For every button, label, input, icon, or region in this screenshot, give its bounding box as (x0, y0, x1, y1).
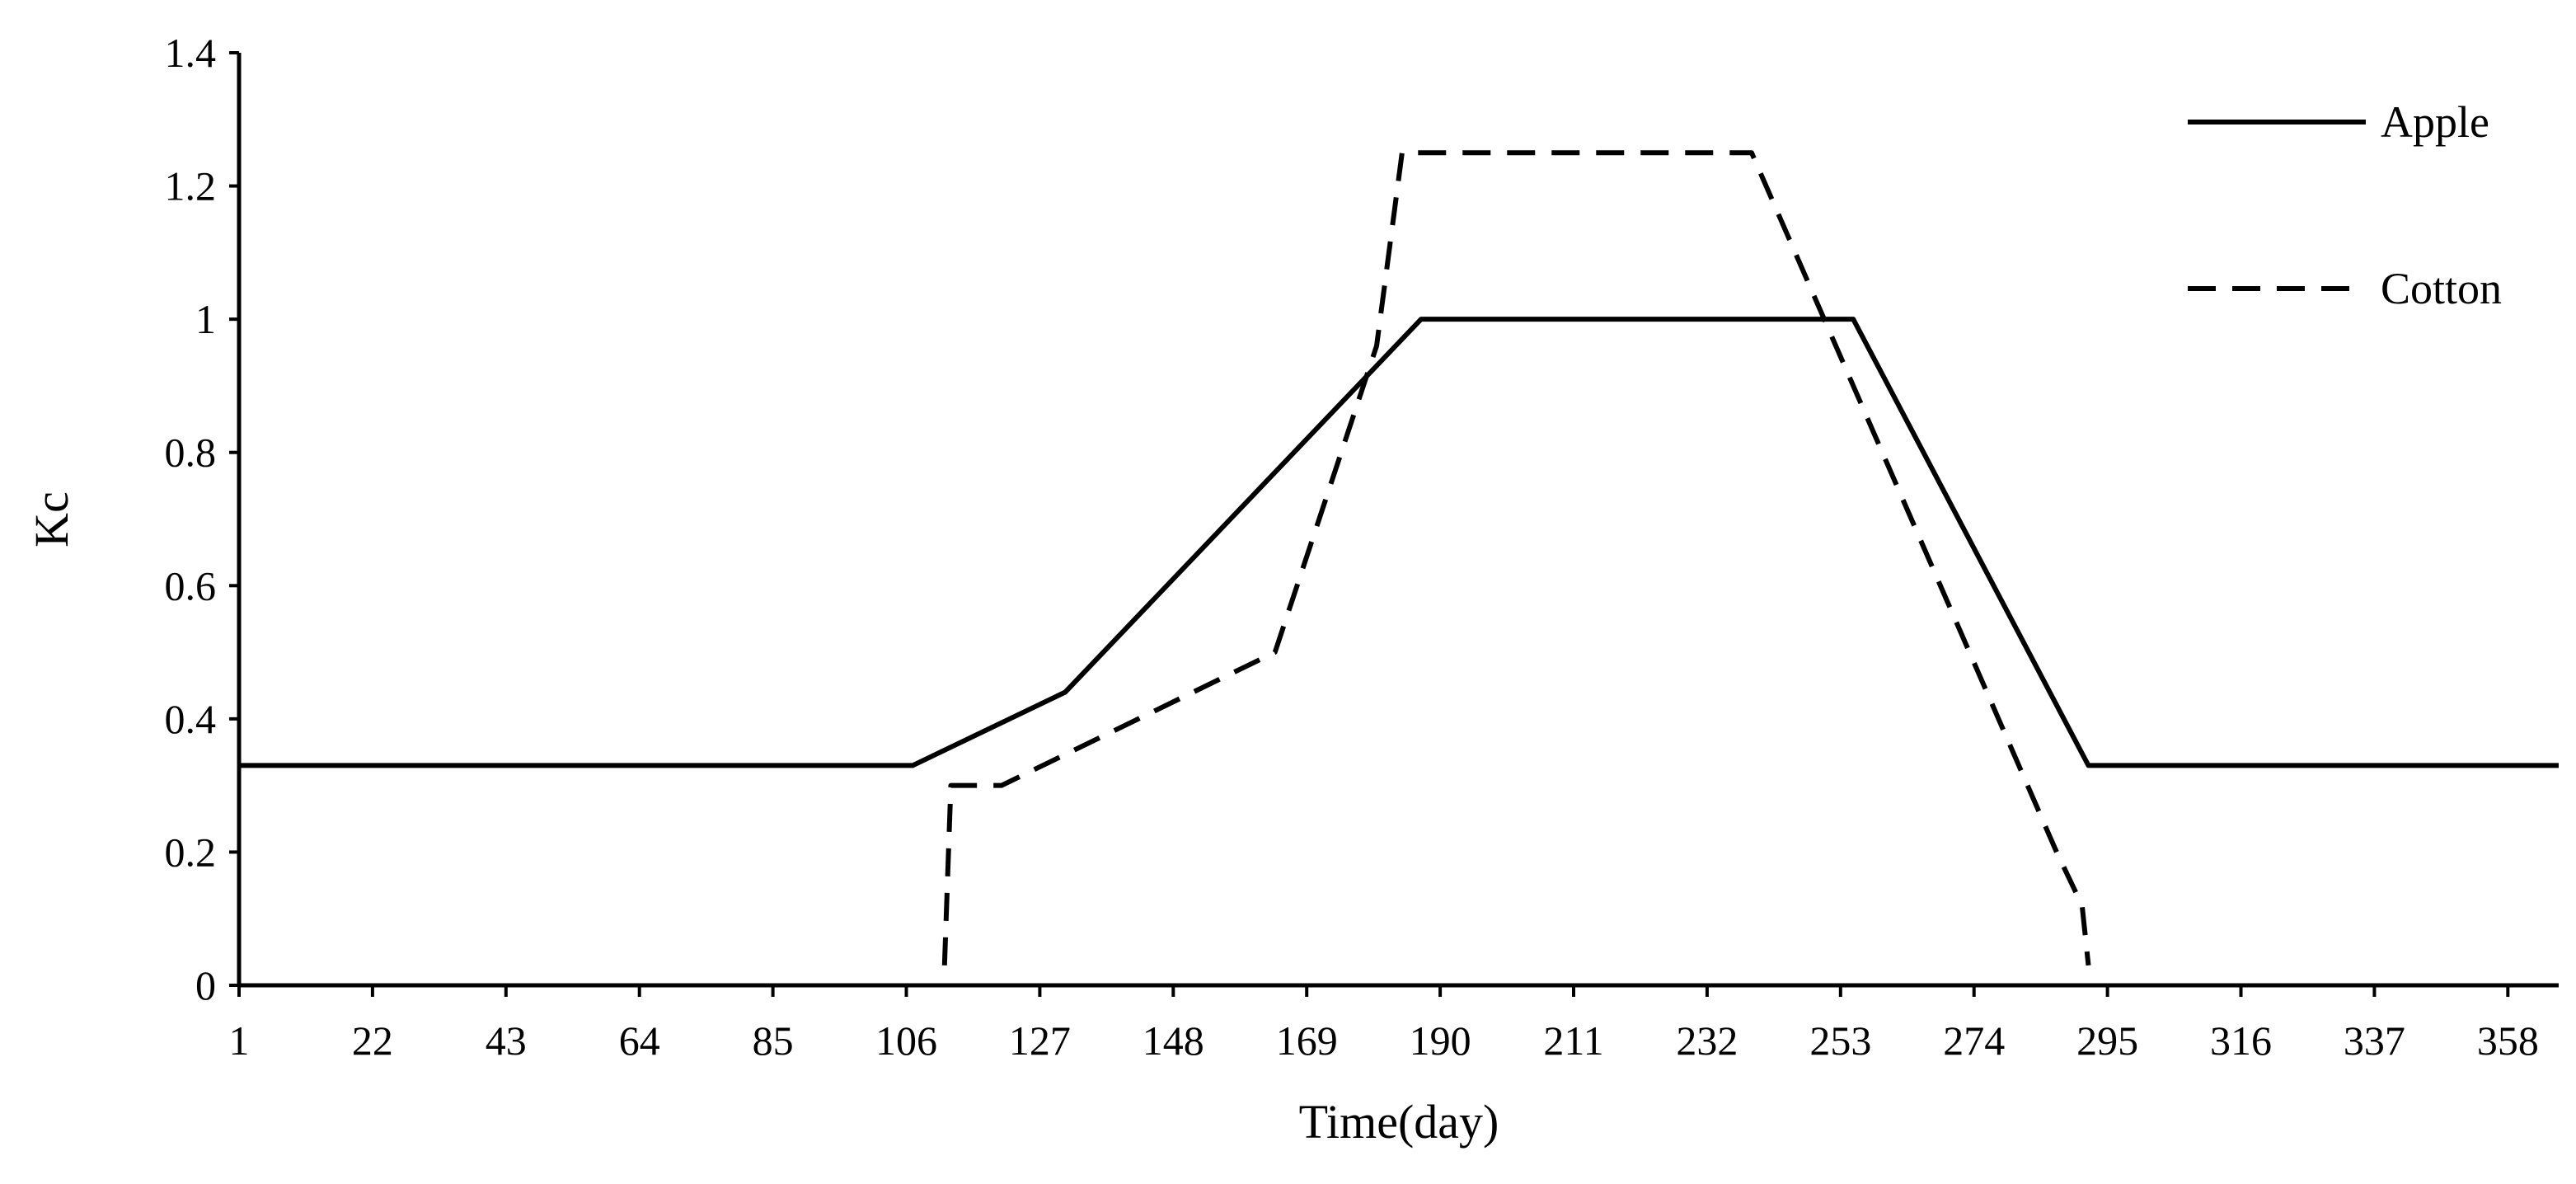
x-tick-label: 295 (2076, 1017, 2138, 1064)
x-tick-label: 274 (1943, 1017, 2005, 1064)
x-tick-label: 169 (1276, 1017, 1338, 1064)
x-tick-label: 64 (619, 1017, 660, 1064)
y-tick-label: 0.4 (165, 696, 217, 742)
x-tick-label: 106 (875, 1017, 937, 1064)
x-tick-label: 190 (1410, 1017, 1471, 1064)
cotton-series-line (941, 150, 2091, 966)
x-tick-label: 1 (229, 1017, 250, 1064)
x-axis-title: Time(day) (1299, 1095, 1499, 1149)
x-tick-label: 337 (2344, 1017, 2405, 1064)
x-tick-label: 253 (1809, 1017, 1871, 1064)
x-tick-label: 148 (1143, 1017, 1204, 1064)
legend-cotton-label: Cotton (2381, 264, 2502, 313)
x-tick-label: 211 (1543, 1017, 1603, 1064)
x-tick-label: 232 (1676, 1017, 1738, 1064)
apple-series-line (239, 317, 2559, 768)
y-axis-title: Kc (25, 491, 78, 547)
y-tick-label: 0.6 (165, 562, 217, 608)
y-tick-label: 1.4 (165, 30, 217, 76)
x-tick-label: 358 (2477, 1017, 2539, 1064)
y-tick-label: 1 (195, 296, 216, 342)
y-tick-label: 0.8 (165, 430, 217, 476)
plot-area: 00.20.40.60.811.21.4 1 22 43 64 85 106 127 148 1… (165, 30, 2559, 1064)
y-tick-label: 0.2 (165, 829, 217, 875)
y-axis-ticks: 0 0.2 0.4 0.6 0.8 1 1.2 1.4 (165, 30, 239, 1008)
y-tick-label: 1.2 (165, 163, 217, 209)
legend-apple-label: Apple (2381, 97, 2489, 147)
x-tick-label: 43 (486, 1017, 527, 1064)
x-axis-ticks: 1 22 43 64 85 106 127 148 169 190 211 232 253 274 295 3… (229, 985, 2539, 1064)
x-tick-label: 22 (352, 1017, 393, 1064)
x-tick-label: 127 (1009, 1017, 1071, 1064)
legend: Apple Cotton (2188, 97, 2502, 313)
series-layer (239, 150, 2559, 966)
y-tick-label: 0 (195, 962, 216, 1008)
x-tick-label: 316 (2210, 1017, 2272, 1064)
x-tick-label: 85 (753, 1017, 794, 1064)
